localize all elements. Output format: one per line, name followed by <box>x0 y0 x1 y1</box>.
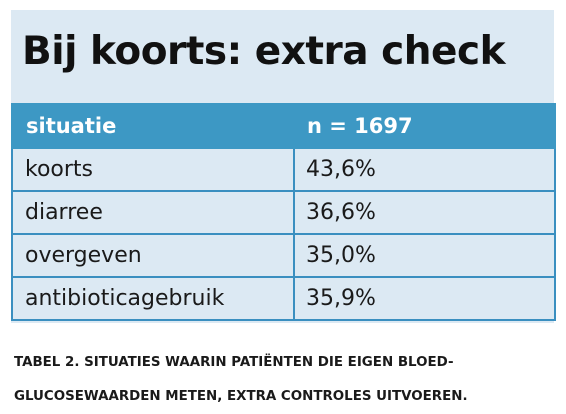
column-header-n: n = 1697 <box>293 103 556 149</box>
row-label: antibioticagebruik <box>11 276 295 321</box>
caption-line-2: GLUCOSEWAARDEN METEN, EXTRA CONTROLES UI… <box>14 389 468 404</box>
table-header-row: situatie n = 1697 <box>11 103 556 149</box>
row-value: 36,6% <box>293 190 556 235</box>
table-row: antibioticagebruik 35,9% <box>11 276 556 321</box>
table-row: overgeven 35,0% <box>11 233 556 278</box>
table-row: koorts 43,6% <box>11 147 556 192</box>
row-label: diarree <box>11 190 295 235</box>
row-value: 35,0% <box>293 233 556 278</box>
caption-line-1: TABEL 2. SITUATIES WAARIN PATIËNTEN DIE … <box>14 355 454 370</box>
data-table: situatie n = 1697 koorts 43,6% diarree 3… <box>11 103 556 321</box>
row-label: koorts <box>11 147 295 192</box>
table-caption: TABEL 2. SITUATIES WAARIN PATIËNTEN DIE … <box>14 346 468 414</box>
page-title: Bij koorts: extra check <box>22 29 506 74</box>
row-value: 43,6% <box>293 147 556 192</box>
row-value: 35,9% <box>293 276 556 321</box>
column-header-situatie: situatie <box>11 103 295 149</box>
table-row: diarree 36,6% <box>11 190 556 235</box>
row-label: overgeven <box>11 233 295 278</box>
